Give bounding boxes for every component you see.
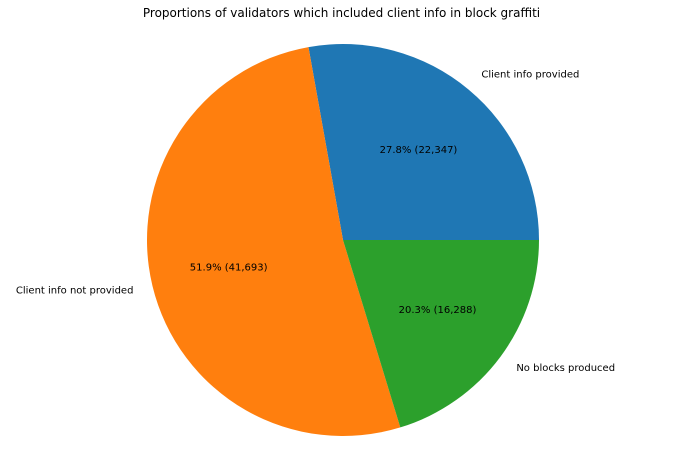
- pie-slice-client-info-provided: [308, 44, 539, 240]
- chart-title: Proportions of validators which included…: [142, 6, 541, 20]
- pie-slice-no-blocks-produced: [343, 240, 539, 428]
- pie-slice-client-info-not-provided: [147, 47, 401, 436]
- pie-category-label-client-info-not-provided: Client info not provided: [16, 286, 134, 297]
- pie-data-label-client-info-not-provided: 51.9% (41,693): [190, 263, 268, 274]
- pie-category-label-client-info-provided: Client info provided: [481, 70, 579, 81]
- pie-data-label-client-info-provided: 27.8% (22,347): [380, 145, 458, 156]
- pie-category-label-no-blocks-produced: No blocks produced: [516, 363, 615, 374]
- pie-data-label-no-blocks-produced: 20.3% (16,288): [399, 305, 477, 316]
